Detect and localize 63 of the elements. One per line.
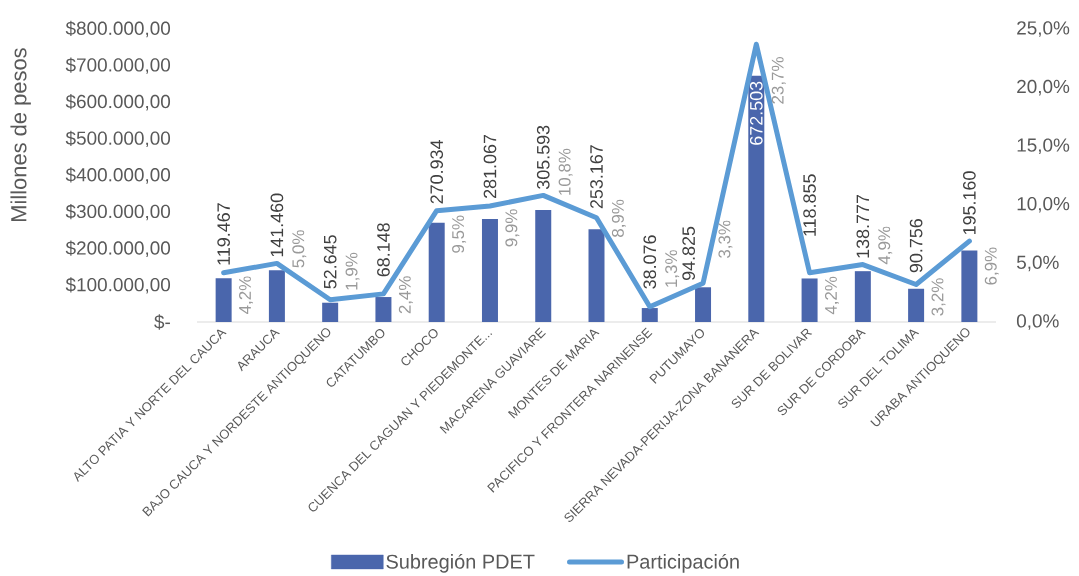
bar <box>268 270 285 322</box>
y2-tick-label: 20,0% <box>1017 79 1070 96</box>
y-tick-label: $100.000,00 <box>65 277 171 294</box>
bar <box>481 219 498 322</box>
y2-tick-label: 15,0% <box>1017 138 1070 155</box>
bar <box>215 278 232 322</box>
data-label: 4,2% <box>824 276 839 315</box>
data-label: 3,3% <box>718 220 733 258</box>
y-tick-label: $400.000,00 <box>65 167 171 184</box>
y-tick-label: $300.000,00 <box>65 203 171 221</box>
y-tick-label: $200.000,00 <box>65 240 171 257</box>
y-tick-label: $800.000,00 <box>65 20 171 38</box>
legend-label: Subregión PDET <box>386 553 535 573</box>
data-label: 270.934 <box>430 140 444 204</box>
legend-label: Participación <box>627 553 739 573</box>
bar <box>908 288 925 322</box>
bar <box>748 75 765 322</box>
data-label: 281.067 <box>483 134 497 198</box>
data-label: 1,9% <box>345 252 360 290</box>
data-label: 4,9% <box>878 226 893 265</box>
bar <box>535 210 552 322</box>
data-label: 4,2% <box>239 276 254 314</box>
data-label: 672.503 <box>749 81 763 145</box>
data-label: 6,9% <box>984 247 999 285</box>
bar <box>375 297 392 322</box>
data-label: 10,8% <box>558 148 573 195</box>
y2-tick-label: 0,0% <box>1016 314 1059 330</box>
y2-tick-label: 5,0% <box>1016 255 1059 272</box>
data-label: 118.855 <box>803 174 816 236</box>
data-label: 305.593 <box>536 125 550 190</box>
y-axis-title: Millones de pesos <box>10 48 31 221</box>
data-label: 52.645 <box>323 235 337 289</box>
y2-tick-label: 10,0% <box>1017 196 1070 213</box>
bar <box>854 271 871 322</box>
data-label: 3,2% <box>931 278 946 316</box>
data-label: 9,9% <box>505 209 520 247</box>
y-tick-label: $700.000,00 <box>65 57 171 74</box>
y-tick-label: $600.000,00 <box>65 94 171 111</box>
data-label: 23,7% <box>771 57 786 104</box>
bar <box>641 308 658 322</box>
data-label: 195.160 <box>963 171 976 235</box>
data-label: 141.460 <box>270 193 284 257</box>
data-label: 1,3% <box>665 250 680 287</box>
y-tick-label: $- <box>154 314 170 330</box>
y2-tick-label: 25,0% <box>1017 21 1070 37</box>
y-tick-label: $500.000,00 <box>65 130 171 148</box>
data-label: 94.825 <box>682 226 696 281</box>
data-label: 8,9% <box>611 199 626 237</box>
bar <box>961 250 978 322</box>
bar <box>428 222 445 322</box>
data-label: 253.167 <box>590 145 603 209</box>
bar <box>695 287 712 322</box>
data-label: 90.756 <box>909 219 923 273</box>
data-label: 2,4% <box>398 276 413 314</box>
data-label: 119.467 <box>217 203 230 265</box>
data-label: 68.148 <box>377 223 390 277</box>
data-label: 138.777 <box>856 194 870 258</box>
bar <box>801 278 818 322</box>
data-label: 38.076 <box>643 235 657 289</box>
data-label: 9,5% <box>452 215 467 253</box>
bar <box>588 229 605 322</box>
bar <box>322 302 339 322</box>
data-label: 5,0% <box>292 230 307 268</box>
